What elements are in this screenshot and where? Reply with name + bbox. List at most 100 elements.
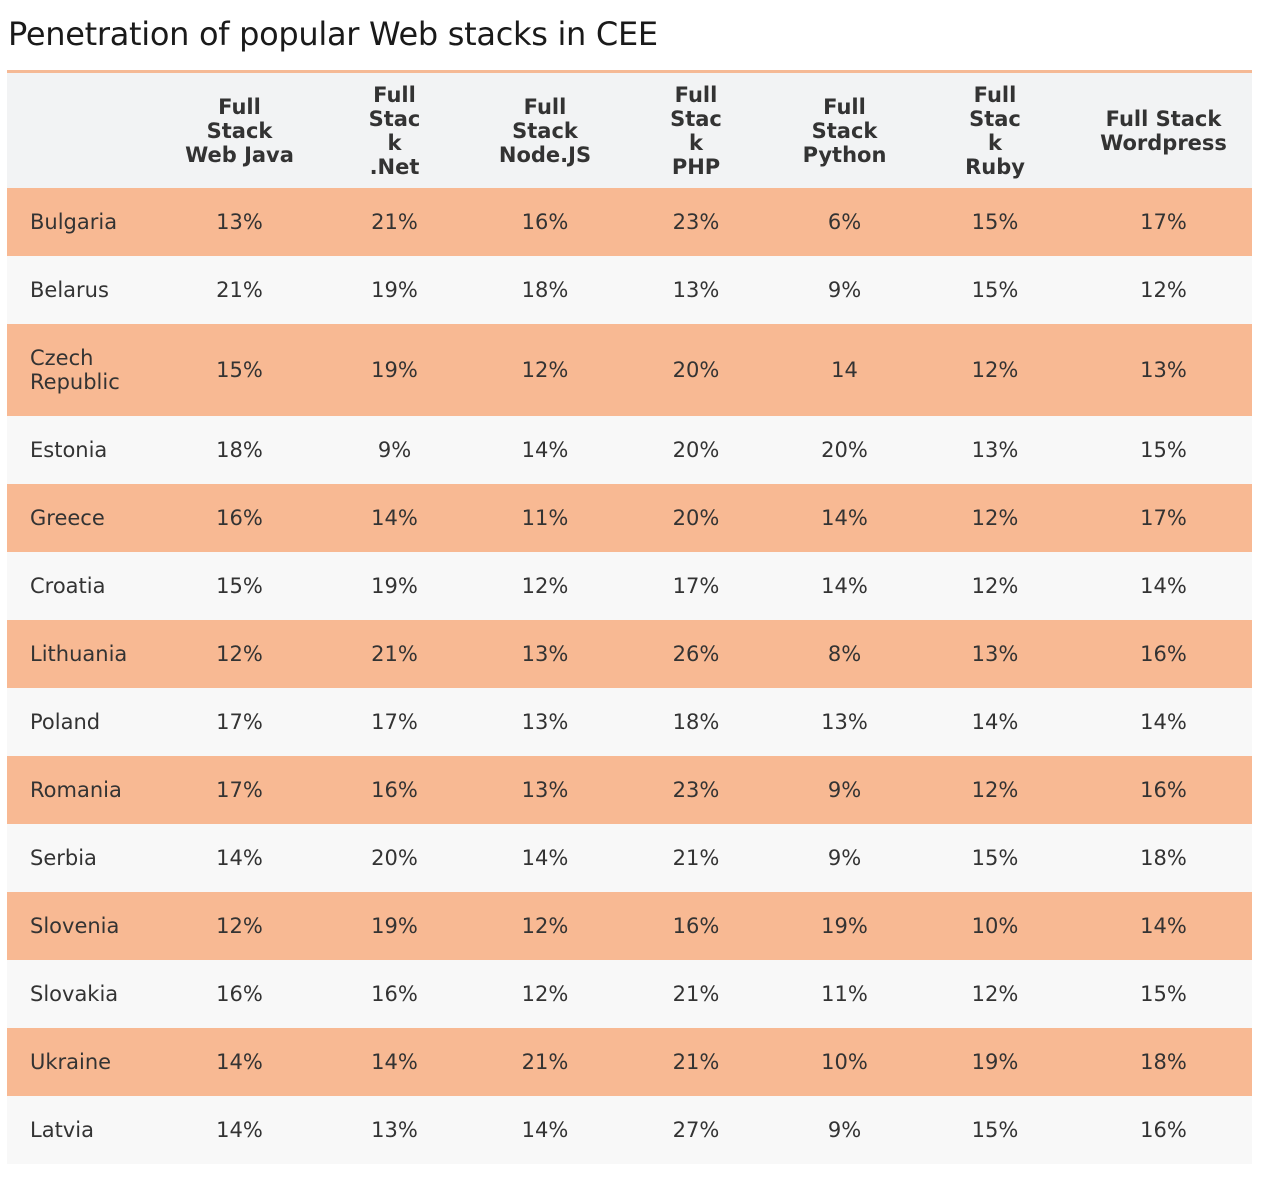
column-header-ruby: Full Stack Ruby: [965, 82, 1025, 179]
country-cell: Slovenia: [30, 914, 120, 938]
python-cell: 14: [831, 358, 858, 382]
table-row: Czech Republic 15% 19% 12% 20% 14 12% 13%: [7, 324, 1252, 416]
ruby-cell: 12%: [971, 574, 1019, 598]
wordpress-cell: 14%: [1140, 574, 1187, 598]
net-cell: 16%: [371, 778, 418, 802]
wordpress-cell: 15%: [1140, 982, 1187, 1006]
python-cell: 8%: [827, 642, 862, 666]
table-row: Bulgaria 13% 21% 16% 23% 6% 15% 17%: [7, 188, 1252, 256]
python-cell: 10%: [821, 1050, 868, 1074]
java-cell: 17%: [216, 778, 263, 802]
nodejs-cell: 14%: [521, 846, 569, 870]
table-header: Full Stack Web Java Full Stack .Net Full…: [7, 73, 1252, 188]
wordpress-cell: 15%: [1140, 438, 1187, 462]
ruby-cell: 13%: [971, 642, 1019, 666]
column-header-country: [7, 73, 162, 188]
table-row: Slovakia 16% 16% 12% 21% 11% 12% 15%: [7, 960, 1252, 1028]
python-cell: 19%: [821, 914, 868, 938]
table-row: Ukraine 14% 14% 21% 21% 10% 19% 18%: [7, 1028, 1252, 1096]
country-cell: Belarus: [30, 278, 109, 302]
country-cell: Slovakia: [30, 982, 119, 1006]
table-row: Lithuania 12% 21% 13% 26% 8% 13% 16%: [7, 620, 1252, 688]
ruby-cell: 12%: [971, 358, 1019, 382]
python-cell: 9%: [827, 1118, 862, 1142]
ruby-cell: 12%: [971, 506, 1019, 530]
net-cell: 19%: [371, 278, 418, 302]
country-cell: Estonia: [30, 438, 108, 462]
stacks-table: Full Stack Web Java Full Stack .Net Full…: [7, 73, 1252, 1164]
country-cell: Romania: [30, 778, 122, 802]
country-cell: Bulgaria: [30, 210, 118, 234]
ruby-cell: 12%: [971, 982, 1019, 1006]
python-cell: 6%: [827, 210, 862, 234]
nodejs-cell: 18%: [521, 278, 569, 302]
java-cell: 18%: [216, 438, 263, 462]
table-row: Serbia 14% 20% 14% 21% 9% 15% 18%: [7, 824, 1252, 892]
wordpress-cell: 13%: [1140, 358, 1187, 382]
stacks-table-container: Full Stack Web Java Full Stack .Net Full…: [7, 70, 1252, 1164]
wordpress-cell: 14%: [1140, 710, 1187, 734]
nodejs-cell: 12%: [521, 574, 569, 598]
java-cell: 14%: [216, 846, 263, 870]
php-cell: 20%: [672, 506, 720, 530]
wordpress-cell: 16%: [1140, 642, 1187, 666]
table-row: Romania 17% 16% 13% 23% 9% 12% 16%: [7, 756, 1252, 824]
country-cell: Ukraine: [30, 1050, 112, 1074]
column-header-nodejs: Full Stack Node.JS: [498, 94, 592, 167]
python-cell: 14%: [821, 574, 868, 598]
wordpress-cell: 17%: [1140, 210, 1187, 234]
ruby-cell: 14%: [971, 710, 1019, 734]
php-cell: 27%: [672, 1118, 720, 1142]
column-header-php: Full Stack PHP: [670, 82, 722, 179]
table-body: Bulgaria 13% 21% 16% 23% 6% 15% 17% Belarus 21% 19…: [7, 188, 1252, 1164]
net-cell: 9%: [377, 438, 412, 462]
page-title: Penetration of popular Web stacks in CEE: [8, 15, 658, 53]
java-cell: 13%: [216, 210, 263, 234]
nodejs-cell: 16%: [521, 210, 569, 234]
column-header-wordpress: Full Stack Wordpress: [1100, 106, 1227, 155]
python-cell: 9%: [827, 278, 862, 302]
python-cell: 9%: [827, 846, 862, 870]
nodejs-cell: 13%: [521, 778, 569, 802]
wordpress-cell: 16%: [1140, 778, 1187, 802]
php-cell: 20%: [672, 438, 720, 462]
ruby-cell: 19%: [971, 1050, 1019, 1074]
python-cell: 14%: [821, 506, 868, 530]
php-cell: 26%: [672, 642, 720, 666]
php-cell: 13%: [672, 278, 720, 302]
java-cell: 15%: [216, 574, 263, 598]
wordpress-cell: 14%: [1140, 914, 1187, 938]
python-cell: 9%: [827, 778, 862, 802]
net-cell: 17%: [371, 710, 418, 734]
ruby-cell: 10%: [971, 914, 1019, 938]
ruby-cell: 15%: [971, 278, 1019, 302]
php-cell: 20%: [672, 358, 720, 382]
java-cell: 17%: [216, 710, 263, 734]
table-row: Poland 17% 17% 13% 18% 13% 14% 14%: [7, 688, 1252, 756]
net-cell: 19%: [371, 914, 418, 938]
table-row: Latvia 14% 13% 14% 27% 9% 15% 16%: [7, 1096, 1252, 1164]
table-row: Croatia 15% 19% 12% 17% 14% 12% 14%: [7, 552, 1252, 620]
java-cell: 21%: [216, 278, 263, 302]
php-cell: 16%: [672, 914, 720, 938]
php-cell: 18%: [672, 710, 720, 734]
country-cell: Croatia: [30, 574, 106, 598]
column-header-python: Full Stack Python: [802, 94, 887, 167]
country-cell: Poland: [30, 710, 101, 734]
java-cell: 14%: [216, 1118, 263, 1142]
net-cell: 21%: [371, 642, 418, 666]
nodejs-cell: 12%: [521, 358, 569, 382]
python-cell: 20%: [821, 438, 868, 462]
wordpress-cell: 16%: [1140, 1118, 1187, 1142]
header-row: Full Stack Web Java Full Stack .Net Full…: [7, 73, 1252, 188]
country-cell: Latvia: [30, 1118, 94, 1142]
net-cell: 14%: [371, 1050, 418, 1074]
nodejs-cell: 21%: [521, 1050, 569, 1074]
java-cell: 16%: [216, 982, 263, 1006]
table-row: Belarus 21% 19% 18% 13% 9% 15% 12%: [7, 256, 1252, 324]
python-cell: 11%: [821, 982, 868, 1006]
php-cell: 23%: [672, 778, 720, 802]
table-row: Greece 16% 14% 11% 20% 14% 12% 17%: [7, 484, 1252, 552]
wordpress-cell: 17%: [1140, 506, 1187, 530]
net-cell: 19%: [371, 358, 418, 382]
